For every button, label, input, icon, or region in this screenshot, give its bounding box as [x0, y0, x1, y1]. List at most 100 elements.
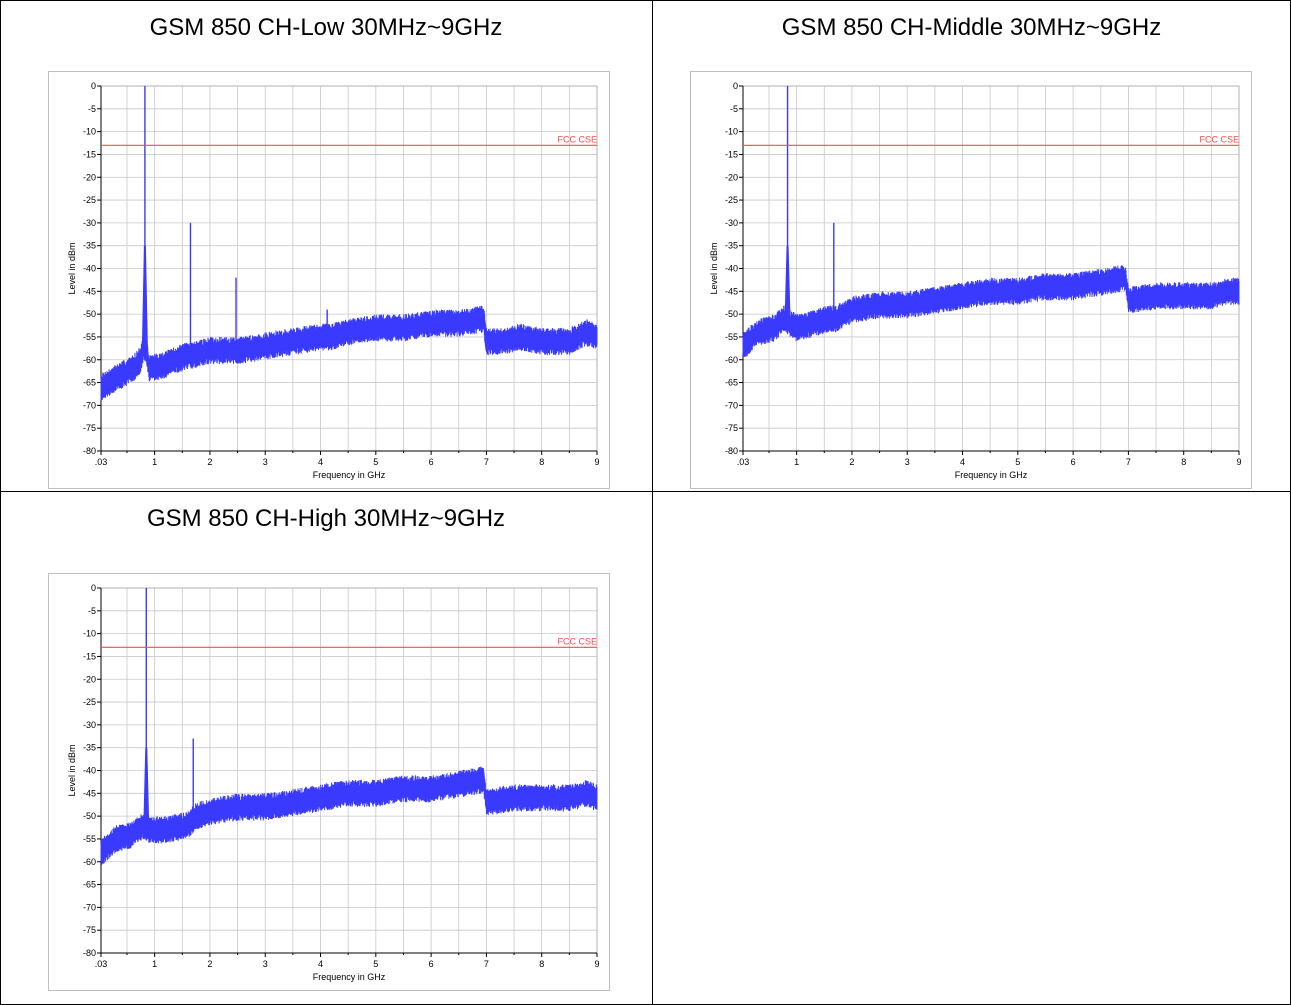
y-tick-label: -25 — [83, 697, 96, 707]
y-tick-label: -55 — [725, 332, 738, 342]
chart-ch-high: 0 -5 -10 -15 -20 -25 -30 -35 -40 -45 -50 -55 -60 -65 -… — [67, 583, 600, 982]
y-tick-label: -10 — [725, 127, 738, 137]
y-tick-label: -5 — [88, 104, 96, 114]
x-tick-label: 5 — [373, 457, 378, 467]
x-tick-label: 3 — [263, 457, 268, 467]
y-tick-label: -10 — [83, 629, 96, 639]
x-tick-label: 7 — [1126, 457, 1131, 467]
chart-title: GSM 850 CH-Low 30MHz~9GHz — [149, 14, 503, 41]
y-tick-label: -60 — [83, 355, 96, 365]
y-tick-label: -35 — [83, 743, 96, 753]
y-axis-title: Level in dBm — [67, 744, 77, 796]
y-tick-label: 0 — [91, 583, 96, 593]
carrier-skirt — [143, 747, 150, 828]
y-tick-label: -25 — [83, 195, 96, 205]
chart-frame: 0 -5 -10 -15 -20 -25 -30 -35 -40 -45 -50 -55 -60 -65 -… — [48, 573, 610, 991]
y-axis-title: Level in dBm — [709, 242, 719, 294]
x-tick-label: 2 — [849, 457, 854, 467]
x-tick-label: 2 — [207, 959, 212, 969]
y-tick-label: -75 — [725, 423, 738, 433]
grid — [743, 86, 1239, 451]
y-tick-label: -60 — [725, 355, 738, 365]
y-tick-label: -45 — [83, 788, 96, 798]
y-tick-label: -70 — [83, 400, 96, 410]
carrier-skirt — [141, 245, 148, 349]
grid — [101, 588, 597, 953]
carrier-skirt — [784, 245, 791, 322]
x-tick-label: 4 — [318, 959, 323, 969]
cell-ch-low: GSM 850 CH-Low 30MHz~9GHz 0 -5 -10 -15 -20 -2… — [0, 0, 652, 491]
y-tick-label: -20 — [725, 172, 738, 182]
y-tick-label: -70 — [725, 400, 738, 410]
y-tick-label: -15 — [83, 149, 96, 159]
x-tick-label: 6 — [1071, 457, 1076, 467]
grid — [101, 86, 597, 451]
trace-line — [100, 766, 598, 865]
y-tick-label: -40 — [725, 264, 738, 274]
x-tick-label: 1 — [152, 457, 157, 467]
x-tick-label: 9 — [1236, 457, 1241, 467]
chart-frame: 0 -5 -10 -15 -20 -25 -30 -35 -40 -45 -50 -55 -60 -65 -… — [48, 71, 610, 489]
y-tick-label: -20 — [83, 674, 96, 684]
x-tick-label: 1 — [152, 959, 157, 969]
x-tick-label: 7 — [484, 959, 489, 969]
table-row-divider — [0, 491, 1291, 492]
limit-label: FCC CSE — [1199, 134, 1239, 144]
x-tick-label: 5 — [373, 959, 378, 969]
y-tick-label: -75 — [83, 925, 96, 935]
trace-line — [742, 265, 1240, 358]
x-tick-label: 3 — [905, 457, 910, 467]
y-tick-label: -65 — [83, 880, 96, 890]
x-tick-label: .03 — [95, 457, 108, 467]
y-tick-label: -35 — [83, 241, 96, 251]
y-tick-label: -30 — [83, 720, 96, 730]
cell-empty — [652, 491, 1291, 1005]
x-tick-label: 4 — [318, 457, 323, 467]
y-tick-label: -45 — [725, 286, 738, 296]
y-tick-label: -60 — [83, 857, 96, 867]
y-tick-label: -30 — [83, 218, 96, 228]
x-tick-label: 9 — [594, 457, 599, 467]
x-tick-label: 5 — [1015, 457, 1020, 467]
y-tick-label: 0 — [91, 81, 96, 91]
y-tick-label: 0 — [733, 81, 738, 91]
x-tick-label: .03 — [95, 959, 108, 969]
x-tick-label: 9 — [594, 959, 599, 969]
y-tick-label: -50 — [725, 309, 738, 319]
limit-label: FCC CSE — [557, 134, 597, 144]
chart-ch-middle: 0 -5 -10 -15 -20 -25 -30 -35 -40 -45 -50 -55 -60 -65 -… — [709, 81, 1242, 480]
y-tick-label: -80 — [83, 948, 96, 958]
x-axis-title: Frequency in GHz — [313, 972, 386, 982]
y-tick-label: -55 — [83, 834, 96, 844]
y-tick-label: -65 — [83, 378, 96, 388]
chart-title: GSM 850 CH-High 30MHz~9GHz — [146, 505, 506, 532]
trace-line — [100, 305, 598, 401]
cell-ch-high: GSM 850 CH-High 30MHz~9GHz 0 -5 -10 -15 -20 -… — [0, 491, 652, 1005]
y-tick-label: -80 — [725, 446, 738, 456]
table-column-divider — [652, 0, 653, 1005]
y-tick-label: -25 — [725, 195, 738, 205]
y-tick-label: -35 — [725, 241, 738, 251]
x-tick-label: 1 — [794, 457, 799, 467]
x-tick-label: 3 — [263, 959, 268, 969]
chart-ch-low: 0 -5 -10 -15 -20 -25 -30 -35 -40 -45 -50 -55 -60 -65 -… — [67, 81, 600, 480]
y-axis-title: Level in dBm — [67, 242, 77, 294]
y-tick-label: -75 — [83, 423, 96, 433]
x-axis-title: Frequency in GHz — [955, 470, 1028, 480]
y-tick-label: -15 — [83, 651, 96, 661]
y-tick-label: -5 — [88, 606, 96, 616]
limit-label: FCC CSE — [557, 636, 597, 646]
x-tick-label: 6 — [429, 959, 434, 969]
x-tick-label: 6 — [429, 457, 434, 467]
y-tick-label: -65 — [725, 378, 738, 388]
y-tick-label: -50 — [83, 811, 96, 821]
x-tick-label: 8 — [539, 959, 544, 969]
x-axis-title: Frequency in GHz — [313, 470, 386, 480]
y-tick-label: -50 — [83, 309, 96, 319]
x-tick-label: 8 — [539, 457, 544, 467]
x-tick-label: 4 — [960, 457, 965, 467]
y-tick-label: -20 — [83, 172, 96, 182]
y-tick-label: -10 — [83, 127, 96, 137]
x-tick-label: 7 — [484, 457, 489, 467]
y-tick-label: -40 — [83, 766, 96, 776]
